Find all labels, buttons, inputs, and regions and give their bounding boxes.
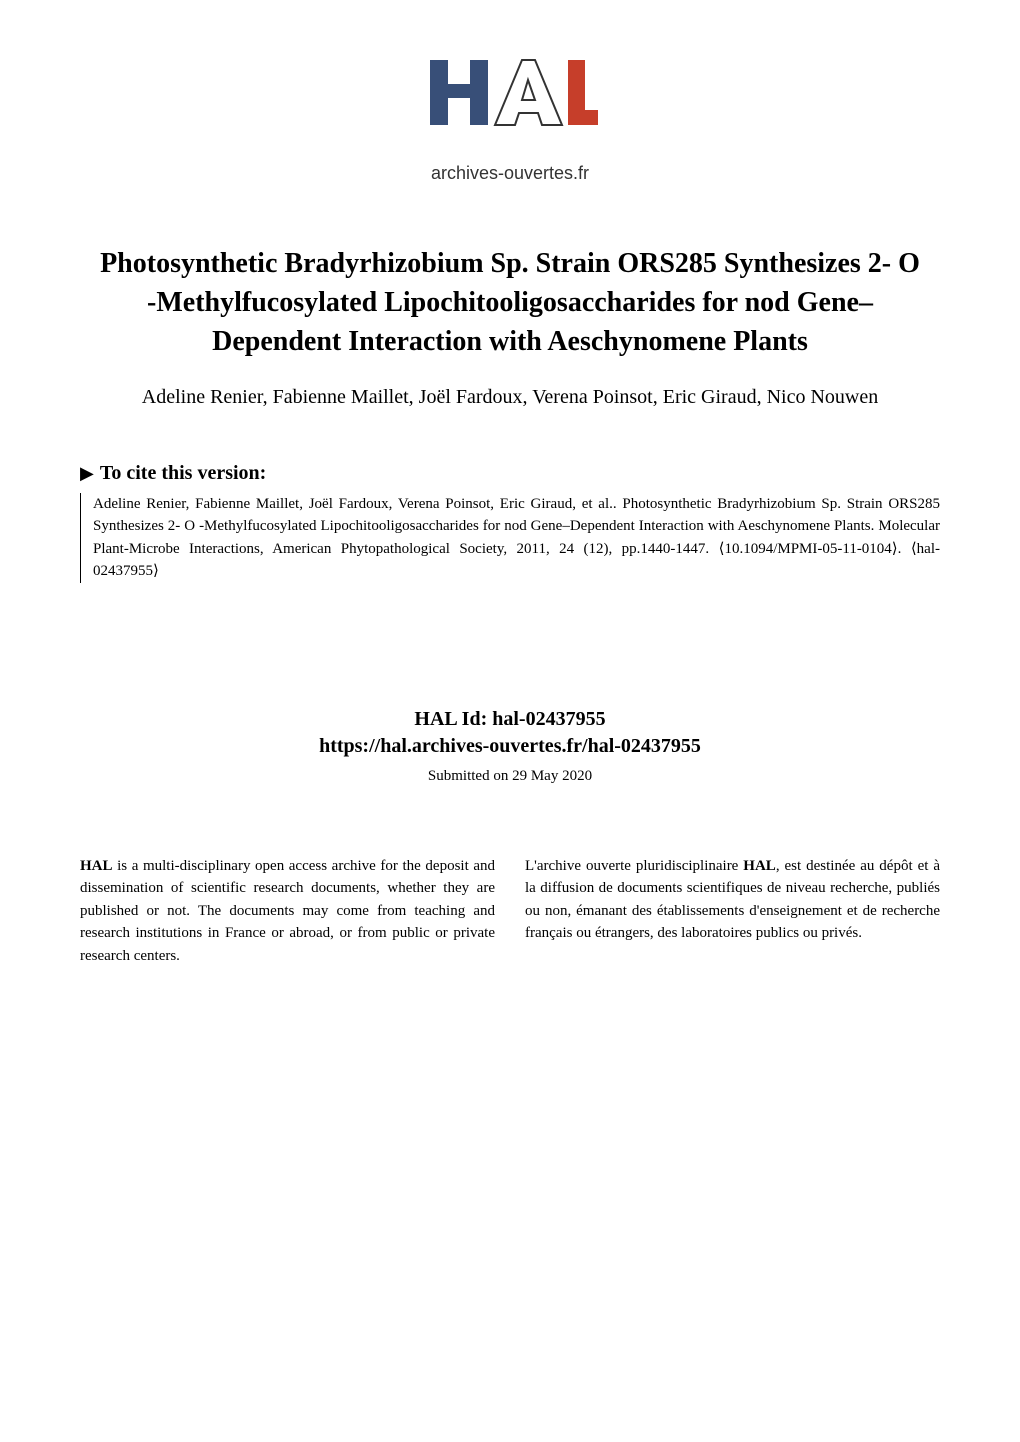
footer-right-prefix: L'archive ouverte pluridisciplinaire: [525, 858, 743, 874]
cite-header: ▶ To cite this version:: [80, 462, 940, 485]
cite-section: ▶ To cite this version: Adeline Renier, …: [80, 462, 940, 583]
footer-left-text: is a multi-disciplinary open access arch…: [80, 858, 495, 964]
halid-link[interactable]: https://hal.archives-ouvertes.fr/hal-024…: [319, 735, 701, 757]
cite-heading: To cite this version:: [100, 462, 266, 485]
hal-logo: [420, 50, 600, 150]
hal-logo-subtitle: archives-ouvertes.fr: [80, 163, 940, 184]
footer-columns: HAL is a multi-disciplinary open access …: [80, 855, 940, 968]
halid-section: HAL Id: hal-02437955 https://hal.archive…: [80, 703, 940, 758]
footer-left: HAL is a multi-disciplinary open access …: [80, 855, 495, 968]
halid-label: HAL Id: hal-02437955: [80, 703, 940, 735]
cite-arrow-icon: ▶: [80, 463, 94, 484]
paper-title: Photosynthetic Bradyrhizobium Sp. Strain…: [80, 244, 940, 362]
footer-left-bold: HAL: [80, 858, 113, 874]
halid-url[interactable]: https://hal.archives-ouvertes.fr/hal-024…: [80, 735, 940, 758]
cite-body: Adeline Renier, Fabienne Maillet, Joël F…: [80, 493, 940, 583]
footer-right-bold: HAL: [743, 858, 776, 874]
hal-logo-container: archives-ouvertes.fr: [80, 50, 940, 184]
footer-right: L'archive ouverte pluridisciplinaire HAL…: [525, 855, 940, 968]
submitted-date: Submitted on 29 May 2020: [80, 768, 940, 785]
paper-authors: Adeline Renier, Fabienne Maillet, Joël F…: [80, 382, 940, 412]
